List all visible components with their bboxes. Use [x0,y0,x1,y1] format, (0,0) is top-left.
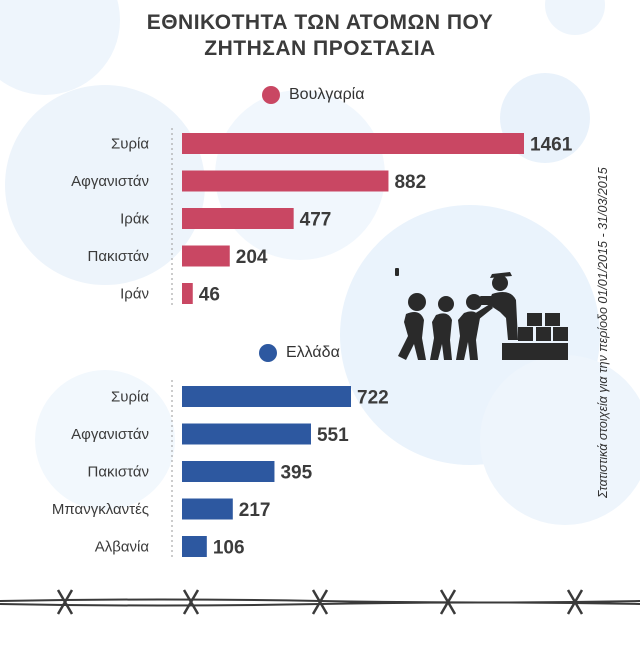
bulgaria-value-label: 204 [236,247,268,268]
greece-bar-chart: Συρία 722 Αφγανιστάν 551 Πακιστάν 395 Μπανγκλα… [52,380,389,559]
legend-greece-swatch [259,344,277,362]
bulgaria-bar [182,283,193,304]
greece-category-label: Συρία [111,389,149,406]
greece-bar [182,386,352,407]
greece-category-label: Αλβανία [95,539,150,556]
bulgaria-bar-chart: Συρία 1461 Αφγανιστάν 882 Ιράκ 477 Πακιστάν 204… [71,128,573,306]
legend-bulgaria-label: Βουλγαρία [289,86,365,103]
title-line-2: ΖΗΤΗΣΑΝ ΠΡΟΣΤΑΣΙΑ [204,37,436,60]
greece-category-label: Μπανγκλαντές [52,501,149,518]
greece-category-label: Πακιστάν [88,464,149,481]
legend-bulgaria: Βουλγαρία [262,84,364,106]
bulgaria-category-label: Αφγανιστάν [71,173,149,190]
bulgaria-value-label: 882 [394,172,426,193]
bulgaria-category-label: Ιράν [120,286,149,303]
greece-bar [182,498,233,520]
bulgaria-bar [182,208,294,229]
greece-bar [182,536,207,557]
chart-title: ΕΘΝΙΚΟΤΗΤΑ ΤΩΝ ΑΤΟΜΩΝ ΠΟΥ ΖΗΤΗΣΑΝ ΠΡΟΣΤΑ… [0,10,640,62]
title-line-1: ΕΘΝΙΚΟΤΗΤΑ ΤΩΝ ΑΤΟΜΩΝ ΠΟΥ [146,11,494,34]
bulgaria-value-label: 1461 [530,135,573,156]
greece-value-label: 722 [357,388,389,409]
greece-value-label: 395 [280,463,312,484]
bulgaria-value-label: 46 [199,285,220,306]
barbed-wire-icon [0,589,640,615]
bulgaria-category-label: Πακιστάν [88,248,149,265]
bulgaria-category-label: Συρία [111,136,149,153]
refugees-aid-icon [395,268,568,360]
legend-greece: Ελλάδα [259,342,340,364]
greece-value-label: 106 [213,538,245,559]
greece-value-label: 217 [239,500,271,521]
bulgaria-category-label: Ιράκ [120,211,149,228]
greece-category-label: Αφγανιστάν [71,426,149,443]
legend-greece-label: Ελλάδα [286,344,340,361]
bulgaria-value-label: 477 [300,210,332,231]
greece-bar [182,423,311,445]
greece-bar [182,461,275,482]
greece-value-label: 551 [317,425,349,446]
bulgaria-bar [182,245,230,267]
bulgaria-bar [182,133,524,154]
legend-bulgaria-swatch [262,86,280,104]
bulgaria-bar [182,170,389,192]
